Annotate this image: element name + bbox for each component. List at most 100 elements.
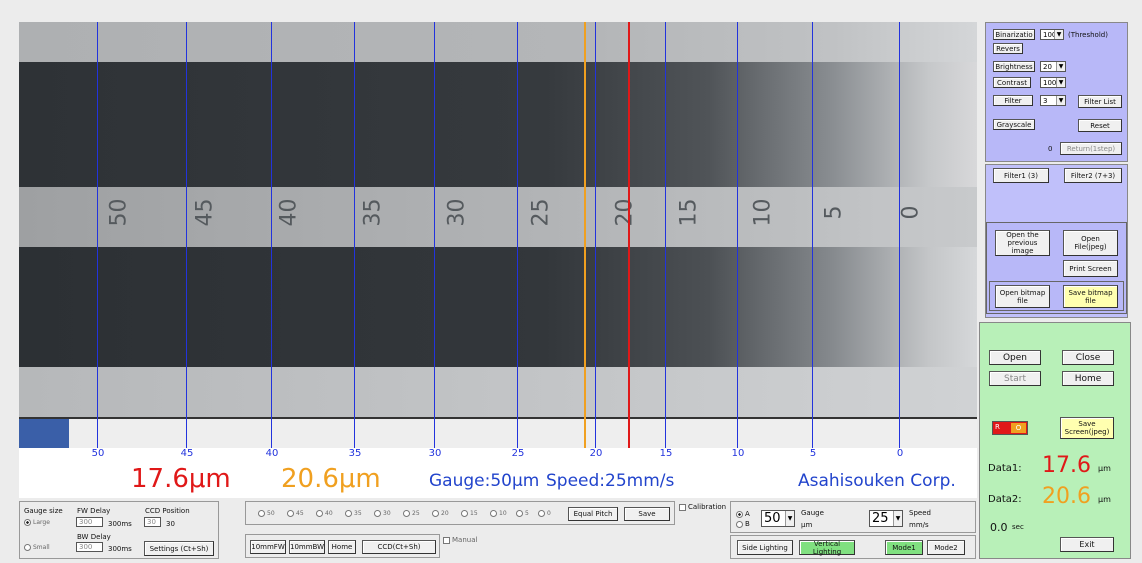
settings-box: Gauge size Large Small FW Delay 300 300m… — [19, 501, 219, 559]
pos-radio[interactable]: 45 — [287, 510, 304, 517]
mode2-button[interactable]: Mode2 — [927, 540, 965, 555]
radio-icon — [461, 510, 468, 517]
image-band-bottom — [19, 367, 977, 417]
large-radio[interactable]: Large — [24, 519, 50, 526]
tick-label: 25 — [511, 448, 525, 459]
filter-select[interactable]: 3 ▼ — [1040, 95, 1066, 106]
side-lighting-button[interactable]: Side Lighting — [737, 540, 793, 555]
gauge-unit: μm — [801, 521, 813, 529]
data1-unit: μm — [1098, 464, 1111, 473]
gauge-readout: Gauge:50μm — [429, 471, 540, 491]
calibration-label: Calibration — [688, 503, 727, 511]
vertical-lighting-button[interactable]: Vertical Lighting — [799, 540, 855, 556]
brightness-select[interactable]: 20 ▼ — [1040, 61, 1066, 72]
pos-radio-label: 45 — [296, 510, 304, 517]
bottom-bar: Gauge size Large Small FW Delay 300 300m… — [19, 500, 977, 560]
home-button[interactable]: Home — [1062, 371, 1114, 386]
return-step-button[interactable]: Return(1step) — [1060, 142, 1122, 155]
equal-pitch-button[interactable]: Equal Pitch — [568, 507, 618, 521]
image-band-top — [19, 22, 977, 62]
open-previous-button[interactable]: Open the previous image — [995, 230, 1050, 256]
pos-radio[interactable]: 35 — [345, 510, 362, 517]
pos-radio[interactable]: 15 — [461, 510, 478, 517]
pos-radio[interactable]: 30 — [374, 510, 391, 517]
b-radio[interactable]: B — [736, 520, 750, 528]
data2-readout: 20.6μm — [281, 464, 381, 494]
scale-number: 35 — [360, 198, 386, 227]
ccd-button[interactable]: CCD(Ct+Sh) — [362, 540, 436, 554]
tick-label: 15 — [659, 448, 673, 459]
tick-label: 10 — [731, 448, 745, 459]
close-button[interactable]: Close — [1062, 350, 1114, 365]
position-save-button[interactable]: Save — [624, 507, 670, 521]
open-bitmap-button[interactable]: Open bitmap file — [995, 285, 1050, 308]
ccd-position-label: CCD Position — [145, 507, 190, 515]
filter1-button[interactable]: Filter1 (3) — [993, 168, 1049, 183]
scale-number: 25 — [528, 198, 554, 227]
move-home-button[interactable]: Home — [328, 540, 356, 554]
scale-number: 20 — [612, 198, 638, 227]
filter-button[interactable]: Filter — [993, 95, 1033, 106]
calibration-checkbox[interactable]: Calibration — [679, 503, 726, 511]
pos-radio[interactable]: 10 — [490, 510, 507, 517]
save-screen-button[interactable]: Save Screen(jpeg) — [1060, 417, 1114, 439]
bw-delay-input[interactable]: 300 — [76, 542, 103, 552]
pos-radio-label: 30 — [383, 510, 391, 517]
pos-radio[interactable]: 0 — [538, 510, 551, 517]
chevron-down-icon: ▼ — [1056, 62, 1065, 71]
pos-radio[interactable]: 25 — [403, 510, 420, 517]
revers-button[interactable]: Revers — [993, 43, 1023, 54]
tick-label-row: 50 45 40 35 30 25 20 15 10 5 0 — [19, 448, 977, 462]
print-screen-button[interactable]: Print Screen — [1063, 260, 1118, 277]
open-jpeg-button[interactable]: Open File(jpeg) — [1063, 230, 1118, 256]
a-radio[interactable]: A — [736, 510, 750, 518]
radio-selected-icon — [736, 510, 743, 518]
binarization-button[interactable]: Binarizatio — [993, 29, 1035, 40]
filter-list-button[interactable]: Filter List — [1078, 95, 1122, 108]
bw-delay-unit: 300ms — [108, 545, 132, 553]
chevron-down-icon: ▼ — [785, 511, 794, 526]
radio-icon — [736, 520, 743, 528]
grayscale-button[interactable]: Grayscale — [993, 119, 1035, 130]
checkbox-icon — [443, 536, 450, 544]
pos-radio-label: 35 — [354, 510, 362, 517]
contrast-select[interactable]: 100 ▼ — [1040, 77, 1066, 88]
bw-delay-label: BW Delay — [77, 533, 111, 541]
contrast-value: 100 — [1043, 78, 1057, 87]
image-band-groove-1 — [19, 62, 977, 187]
pos-radio[interactable]: 20 — [432, 510, 449, 517]
settings-button[interactable]: Settings (Ct+Sh) — [144, 541, 214, 556]
small-radio[interactable]: Small — [24, 544, 50, 551]
filter2-button[interactable]: Filter2 (7+3) — [1064, 168, 1122, 183]
mode1-button[interactable]: Mode1 — [885, 540, 923, 555]
speed-select[interactable]: 25 ▼ — [869, 510, 903, 527]
exit-button[interactable]: Exit — [1060, 537, 1114, 552]
chevron-down-icon: ▼ — [1056, 78, 1065, 87]
open-button[interactable]: Open — [989, 350, 1041, 365]
radio-icon — [538, 510, 545, 517]
tick-label: 30 — [428, 448, 442, 459]
data2-value: 20.6 — [1042, 484, 1091, 509]
pos-radio[interactable]: 40 — [316, 510, 333, 517]
start-button[interactable]: Start — [989, 371, 1041, 386]
indicator-a-label: R — [995, 423, 1000, 431]
ccd-position-input[interactable]: 30 — [144, 517, 161, 527]
radio-icon — [287, 510, 294, 517]
contrast-button[interactable]: Contrast — [993, 77, 1031, 88]
bw10-button[interactable]: 10mmBW — [289, 540, 325, 554]
pos-radio[interactable]: 5 — [516, 510, 529, 517]
gauge-select[interactable]: 50 ▼ — [761, 510, 795, 527]
pos-radio[interactable]: 50 — [258, 510, 275, 517]
brightness-button[interactable]: Brightness — [993, 61, 1035, 72]
fw-delay-input[interactable]: 300 — [76, 517, 103, 527]
fw10-button[interactable]: 10mmFW — [250, 540, 286, 554]
brightness-value: 20 — [1043, 62, 1052, 71]
binarization-select[interactable]: 100 ▼ — [1040, 29, 1064, 40]
status-indicator: R O — [992, 421, 1028, 435]
manual-checkbox[interactable]: Manual — [443, 536, 477, 544]
gauge-size-label: Gauge size — [24, 507, 63, 515]
reset-button[interactable]: Reset — [1078, 119, 1122, 132]
b-label: B — [745, 520, 750, 528]
checkbox-icon — [679, 503, 686, 511]
save-bitmap-button[interactable]: Save bitmap file — [1063, 285, 1118, 308]
